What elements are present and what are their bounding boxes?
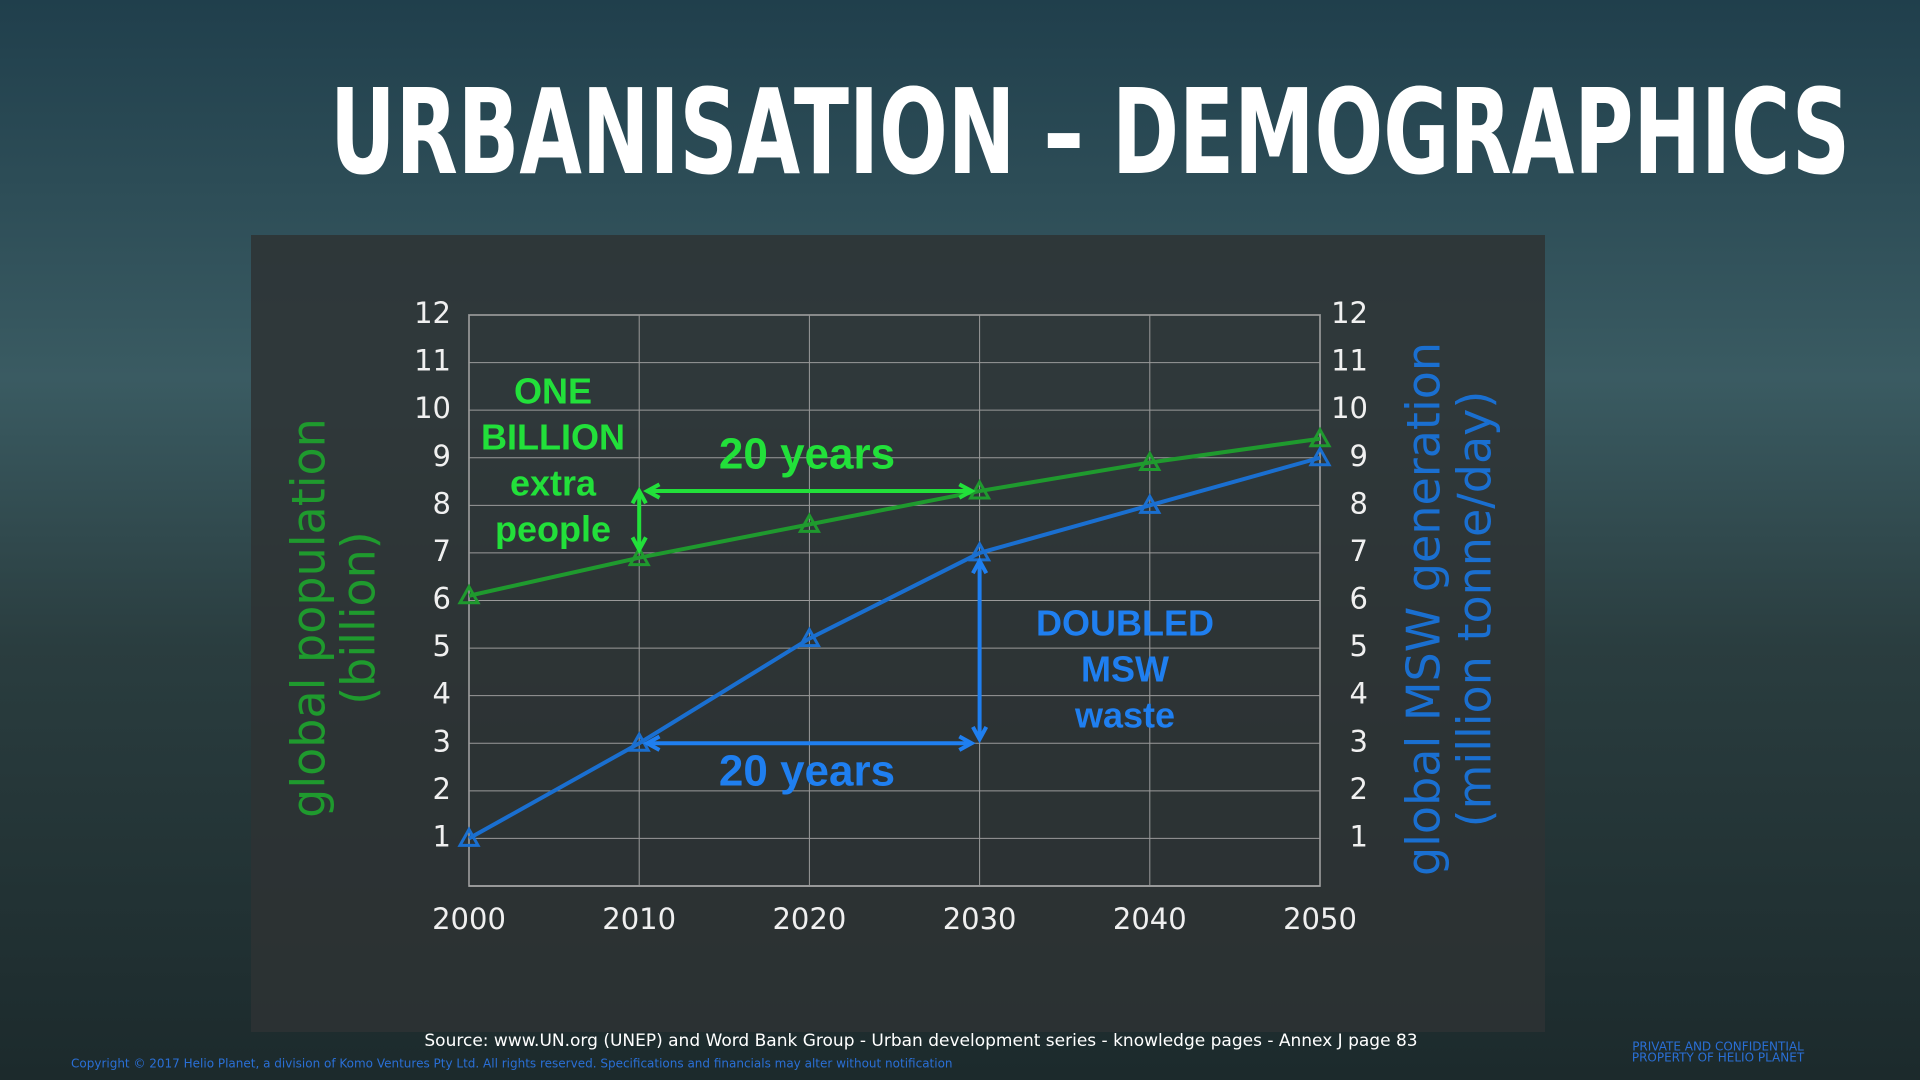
y-axis-title: (billion)	[332, 531, 386, 705]
annotation: people	[495, 509, 611, 550]
arrow-head	[630, 536, 648, 554]
y-tick-label: 6	[433, 582, 451, 616]
y2-tick-label: 12	[1331, 296, 1368, 330]
y2-tick-label: 10	[1331, 391, 1368, 425]
y2-tick-label: 4	[1350, 677, 1368, 711]
y-tick-label: 3	[433, 724, 451, 758]
point-marker	[1308, 445, 1332, 467]
source: Source: www.UN.org (UNEP) and Word Bank …	[424, 1031, 1417, 1051]
point-marker	[797, 512, 821, 533]
point-marker	[457, 583, 481, 605]
point-marker	[457, 826, 481, 847]
x-tick-label: 2010	[602, 902, 676, 936]
x-tick-label: 2040	[1113, 902, 1187, 936]
x-tick-label: 2030	[943, 902, 1017, 936]
point-marker	[627, 731, 651, 752]
y2-tick-label: 3	[1350, 724, 1368, 758]
y2-tick-label: 11	[1331, 344, 1368, 378]
x-tick-label: 2020	[772, 902, 846, 936]
point-marker	[627, 545, 651, 567]
y2-tick-label: 2	[1350, 772, 1368, 806]
arrow-head	[643, 734, 661, 752]
confidential: PRIVATE AND CONFIDENTIAL	[1632, 1040, 1804, 1054]
y-tick-label: 2	[433, 772, 451, 806]
arrow-head	[971, 556, 989, 575]
annotation: extra	[510, 463, 597, 504]
chart-panel	[251, 235, 1545, 1032]
x-tick-label: 2000	[432, 902, 506, 936]
y-tick-label: 4	[433, 677, 451, 711]
y-tick-label: 11	[414, 344, 451, 378]
title: URBANISATION – DEMOGRAPHICS	[330, 63, 1850, 201]
y-tick-label: 9	[433, 439, 451, 473]
series-line	[468, 436, 1321, 598]
y2-tick-label: 7	[1350, 534, 1368, 568]
annotation: 20 years	[719, 747, 895, 796]
point-marker	[968, 478, 992, 500]
arrow-head	[643, 482, 661, 500]
y2-axis-title: (million tonne/day)	[1448, 391, 1502, 828]
y-tick-label: 7	[433, 534, 451, 568]
y-tick-label: 5	[433, 629, 451, 663]
confidential: PROPERTY OF HELIO PLANET	[1632, 1051, 1805, 1065]
y2-tick-label: 9	[1350, 439, 1368, 473]
copyright: Copyright © 2017 Helio Planet, a divisio…	[71, 1057, 953, 1071]
point-marker	[1138, 450, 1162, 472]
point-marker	[797, 626, 821, 648]
x-tick-label: 2050	[1283, 902, 1357, 936]
annotation: 20 years	[719, 430, 895, 479]
arrow-head	[958, 734, 976, 752]
y2-tick-label: 8	[1350, 486, 1368, 520]
arrow-head	[630, 486, 648, 505]
y2-tick-label: 1	[1350, 819, 1368, 853]
y2-tick-label: 6	[1350, 582, 1368, 616]
y-tick-label: 8	[433, 486, 451, 520]
annotation: DOUBLED	[1036, 603, 1214, 644]
annotation: BILLION	[481, 417, 625, 458]
arrow-head	[958, 482, 976, 500]
annotation: MSW	[1081, 649, 1169, 690]
annotation: waste	[1074, 695, 1175, 736]
y2-axis-title: global MSW generation	[1397, 342, 1451, 876]
y2-tick-label: 5	[1350, 629, 1368, 663]
y-tick-label: 12	[414, 296, 451, 330]
series-line	[468, 455, 1321, 841]
annotation: ONE	[514, 371, 592, 412]
y-tick-label: 1	[433, 819, 451, 853]
point-marker	[1138, 493, 1162, 514]
arrow-head	[971, 726, 989, 744]
y-tick-label: 10	[414, 391, 451, 425]
y-axis-title: global population	[282, 418, 336, 818]
